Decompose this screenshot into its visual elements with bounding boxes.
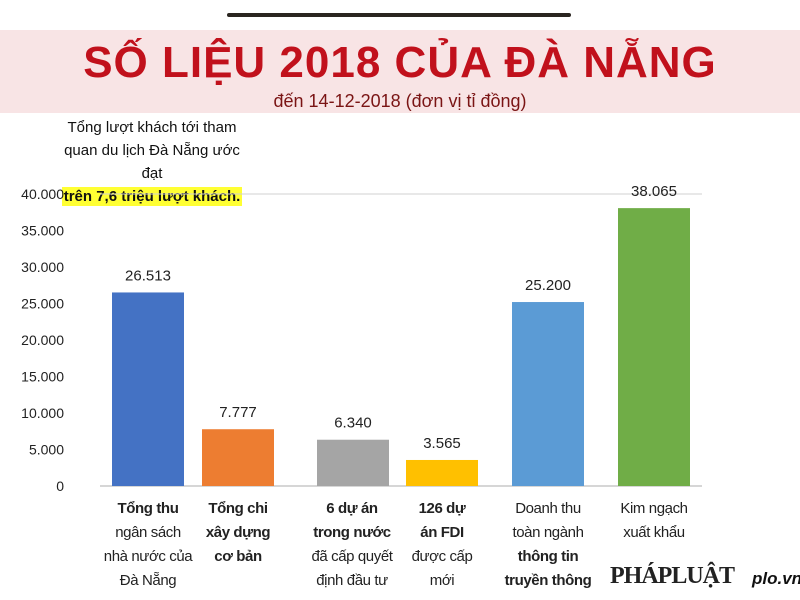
category-label-line: án FDI (420, 524, 464, 541)
site-url: plo.vn (752, 569, 800, 588)
category-label: 126 dự án FDI được cấp mới (397, 497, 487, 593)
data-label: 26.513 (125, 267, 171, 284)
bar (317, 439, 389, 486)
category-label: Doanh thu toàn ngành thông tin truyền thông (503, 497, 593, 593)
category-label: Kim ngạch xuất khẩu (609, 497, 699, 545)
chart-subtitle: đến 14-12-2018 (đơn vị tỉ đồng) (273, 91, 527, 111)
category-label-line: mới (429, 572, 455, 589)
data-label: 38.065 (631, 183, 677, 200)
category-label: Tổng chi xây dựng cơ bản (193, 497, 283, 569)
bar (618, 208, 690, 487)
note-line: Tổng lượt khách tới tham (67, 119, 237, 136)
category-label-line: 126 dự (418, 500, 466, 517)
y-tick-label: 0 (56, 478, 64, 494)
title-band (0, 30, 800, 113)
category-label: 6 dự án trong nước đã cấp quyết định đầu tư (307, 497, 397, 593)
category-label-line: xây dựng (205, 524, 271, 541)
category-label-line: thông tin (517, 548, 579, 565)
category-label-line: định đầu tư (316, 572, 388, 589)
category-label-line: truyền thông (504, 572, 592, 589)
bar (406, 459, 478, 486)
category-label-line: nhà nước của (103, 548, 193, 565)
y-tick-label: 5.000 (29, 442, 64, 458)
y-tick-label: 20.000 (21, 332, 64, 348)
y-tick-label: 25.000 (21, 296, 64, 312)
data-label: 7.777 (219, 404, 257, 421)
data-label: 6.340 (334, 415, 372, 432)
y-tick-label: 40.000 (21, 186, 64, 202)
data-label: 3.565 (423, 435, 461, 452)
data-label: 25.200 (525, 277, 571, 294)
category-label-line: 6 dự án (326, 500, 378, 517)
phapluat-logo: PHÁPLUẬT (610, 563, 735, 589)
category-label-line: được cấp (411, 548, 473, 565)
y-tick-label: 10.000 (21, 405, 64, 421)
y-tick-label: 35.000 (21, 223, 64, 239)
top-divider (227, 13, 571, 17)
chart-title: SỐ LIỆU 2018 CỦA ĐÀ NẴNG (83, 38, 717, 87)
bar (512, 302, 584, 486)
bar (112, 292, 184, 486)
y-tick-label: 15.000 (21, 369, 64, 385)
category-label-line: xuất khẩu (623, 524, 685, 541)
tourism-note: Tổng lượt khách tới tham quan du lịch Đà… (52, 116, 252, 208)
category-label: Tổng thu ngân sách nhà nước của Đà Nẵng (103, 497, 193, 593)
category-label-line: ngân sách (115, 524, 181, 541)
category-label-line: đã cấp quyết (311, 548, 393, 565)
y-tick-label: 30.000 (21, 259, 64, 275)
category-label-line: cơ bản (214, 548, 262, 565)
category-label-line: Tổng chi (208, 500, 268, 517)
bar (202, 429, 274, 486)
category-label-line: Doanh thu (515, 500, 581, 517)
category-label-line: Đà Nẵng (119, 572, 177, 589)
category-label-line: Kim ngạch (620, 500, 688, 517)
note-highlight: trên 7,6 triệu lượt khách. (61, 187, 243, 206)
category-label-line: trong nước (313, 524, 391, 541)
category-label-line: toàn ngành (512, 524, 584, 541)
note-line: quan du lịch Đà Nẵng ước đạt (64, 142, 240, 182)
category-label-line: Tổng thu (117, 500, 179, 517)
